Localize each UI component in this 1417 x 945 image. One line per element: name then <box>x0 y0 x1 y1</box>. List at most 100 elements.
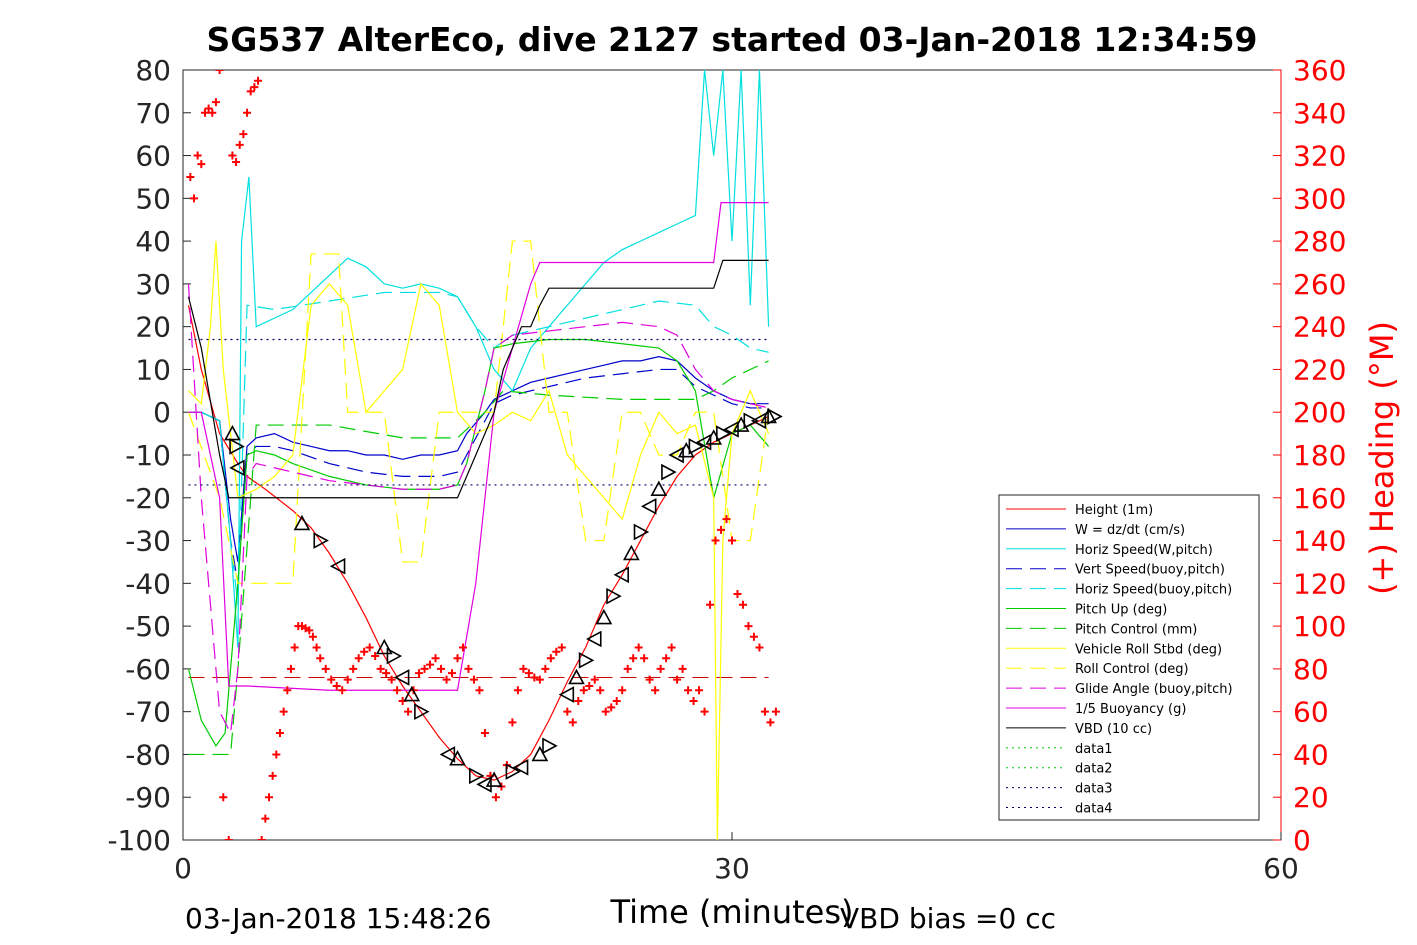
vehicle-marker <box>606 587 622 605</box>
heading-point <box>530 673 539 682</box>
heading-point <box>442 675 451 684</box>
heading-point <box>519 664 528 673</box>
legend-label: data1 <box>1075 742 1113 757</box>
heading-markers <box>186 70 780 840</box>
y-left-tick-label: -30 <box>125 525 171 558</box>
heading-point <box>717 525 726 534</box>
vehicle-marker <box>414 703 430 721</box>
vehicle-marker <box>439 746 456 763</box>
vehicle-marker <box>229 438 245 455</box>
legend-label: data2 <box>1075 762 1113 777</box>
heading-point <box>426 660 435 669</box>
legend-label: Horiz Speed(W,pitch) <box>1075 543 1213 558</box>
heading-point <box>700 707 709 716</box>
heading-point <box>711 536 720 545</box>
heading-point <box>585 682 594 690</box>
heading-point <box>623 664 632 673</box>
vehicle-marker <box>512 758 529 776</box>
vehicle-marker <box>505 763 522 780</box>
y-right-tick-label: 160 <box>1293 482 1346 515</box>
y-right-tick-label: 40 <box>1293 738 1329 771</box>
series-line-0 <box>187 305 769 781</box>
heading-point <box>563 707 572 716</box>
y-left-tick-label: 30 <box>135 268 171 301</box>
y-left-tick-label: 20 <box>135 311 171 344</box>
vehicle-marker <box>640 497 657 515</box>
heading-point <box>349 664 358 673</box>
legend-label: W = dz/dt (cm/s) <box>1075 523 1185 538</box>
series-line-3 <box>188 368 769 584</box>
vehicle-marker <box>449 750 466 766</box>
heading-point <box>228 151 237 160</box>
y-right-tick-label: 100 <box>1293 610 1346 643</box>
series-line-2 <box>188 70 770 648</box>
heading-point <box>321 664 330 673</box>
heading-point <box>771 707 780 716</box>
heading-point <box>552 647 561 656</box>
legend-label: data3 <box>1075 782 1113 797</box>
x-axis: 0 30 60 <box>174 832 1299 885</box>
y-left-tick-label: -90 <box>125 781 171 814</box>
heading-point <box>354 654 363 663</box>
heading-point <box>453 654 462 663</box>
y-right-tick-label: 220 <box>1293 353 1346 386</box>
vehicle-marker <box>568 668 585 685</box>
y-left-tick-label: 10 <box>135 353 171 386</box>
heading-point <box>257 836 266 840</box>
heading-point <box>327 675 336 684</box>
heading-point <box>224 836 233 840</box>
y-left-tick-label: 70 <box>135 97 171 130</box>
heading-point <box>232 157 241 166</box>
heading-point <box>662 654 671 663</box>
legend-label: data4 <box>1075 802 1113 817</box>
heading-point <box>235 140 244 149</box>
series-line-10 <box>188 202 769 691</box>
vehicle-marker <box>578 651 595 669</box>
legend-label: 1/5 Buoyancy (g) <box>1075 702 1186 717</box>
y-axis-right-label: (+) Heading (°M) <box>1363 321 1401 595</box>
vehicle-marker <box>767 408 783 425</box>
heading-point <box>546 654 555 663</box>
heading-point <box>286 664 295 673</box>
heading-point <box>193 151 202 160</box>
heading-point <box>186 172 195 181</box>
vehicle-marker <box>695 433 712 451</box>
heading-point <box>590 675 599 684</box>
heading-point <box>541 664 550 673</box>
vehicle-marker <box>650 480 668 497</box>
heading-point <box>305 626 314 635</box>
legend-label: Pitch Up (deg) <box>1075 603 1167 618</box>
x-tick-label: 0 <box>174 852 192 885</box>
vehicle-marker <box>229 459 245 477</box>
footer-vbd-bias: VBD bias =0 cc <box>840 902 1056 935</box>
heading-point <box>279 707 288 716</box>
heading-point <box>250 83 259 92</box>
heading-point <box>420 664 429 673</box>
heading-point <box>760 707 769 716</box>
heading-point <box>316 654 325 663</box>
y-left-tick-label: -80 <box>125 738 171 771</box>
heading-point <box>656 664 665 673</box>
heading-point <box>393 686 402 695</box>
heading-point <box>651 686 660 695</box>
legend-label: Vert Speed(buoy,pitch) <box>1075 563 1225 578</box>
heading-point <box>684 686 693 695</box>
heading-point <box>568 718 577 727</box>
heading-point <box>475 686 484 695</box>
heading-point <box>312 643 321 652</box>
y-left-tick-label: -10 <box>125 439 171 472</box>
y-left-tick-label: 40 <box>135 225 171 258</box>
heading-point <box>239 130 248 139</box>
legend-label: VBD (10 cc) <box>1075 722 1152 737</box>
heading-point <box>387 675 396 684</box>
y-right-tick-label: 80 <box>1293 653 1329 686</box>
y-left-tick-label: 50 <box>135 182 171 215</box>
heading-point <box>673 675 682 684</box>
vehicle-markers <box>224 407 783 793</box>
heading-point <box>365 643 374 652</box>
vehicle-marker <box>716 425 732 442</box>
heading-point <box>265 793 274 802</box>
vehicle-marker <box>403 685 421 702</box>
heading-point <box>272 750 281 759</box>
